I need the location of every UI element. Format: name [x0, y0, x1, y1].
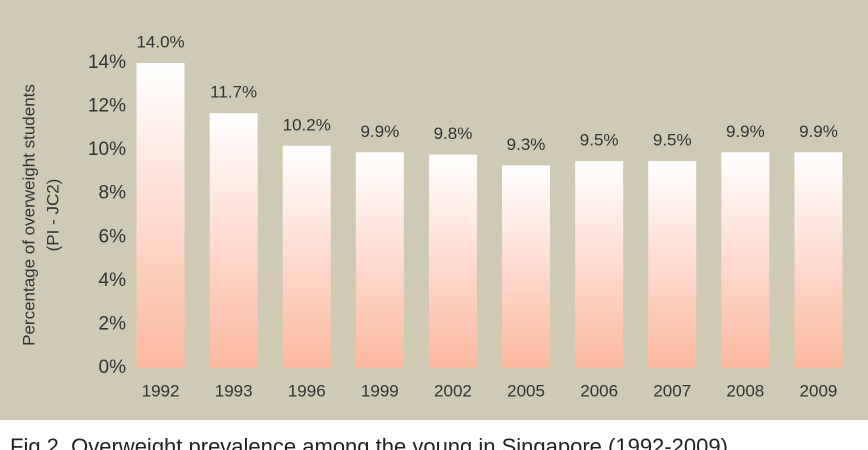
bar: [648, 161, 697, 368]
data-label: 9.9%: [726, 122, 765, 141]
y-tick-label: 4%: [99, 270, 127, 291]
bar: [209, 113, 258, 368]
x-tick-label: 2006: [580, 381, 618, 400]
x-tick-label: 2002: [434, 381, 472, 400]
data-label: 10.2%: [283, 115, 331, 134]
bar: [282, 145, 331, 368]
y-axis-title: Percentage of overweight students: [19, 84, 38, 346]
x-tick-label: 2008: [726, 381, 764, 400]
y-tick-label: 6%: [99, 226, 127, 247]
bar: [502, 165, 551, 368]
y-axis-title: (PI - JC2): [43, 179, 62, 252]
x-tick-label: 2005: [507, 381, 545, 400]
y-tick-label: 14%: [88, 52, 126, 73]
bar: [136, 63, 185, 368]
data-label: 11.7%: [210, 83, 257, 102]
caption: Fig 2. Overweight prevalence among the y…: [10, 434, 728, 450]
data-label: 9.3%: [507, 135, 546, 154]
data-label: 9.9%: [360, 122, 399, 141]
y-tick-label: 2%: [99, 313, 127, 334]
bar: [428, 154, 477, 368]
x-tick-label: 1992: [142, 381, 180, 400]
x-tick-label: 1999: [361, 381, 399, 400]
bar: [721, 152, 770, 368]
y-tick-label: 0%: [99, 357, 127, 378]
y-tick-label: 12%: [88, 96, 126, 117]
y-tick-label: 10%: [88, 139, 126, 160]
x-tick-label: 1996: [288, 381, 326, 400]
data-label: 9.5%: [653, 131, 692, 150]
bar: [575, 161, 624, 368]
bar: [355, 152, 404, 368]
y-tick-label: 8%: [99, 183, 127, 204]
x-tick-label: 2007: [653, 381, 691, 400]
x-tick-label: 1993: [215, 381, 253, 400]
data-label: 9.9%: [799, 122, 838, 141]
bar: [794, 152, 843, 368]
data-label: 9.5%: [580, 131, 619, 150]
data-label: 14.0%: [136, 32, 184, 51]
x-tick-label: 2009: [800, 381, 838, 400]
data-label: 9.8%: [434, 124, 473, 143]
